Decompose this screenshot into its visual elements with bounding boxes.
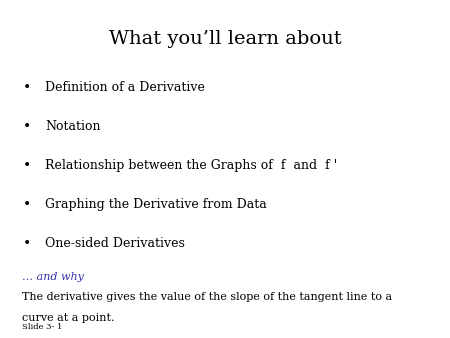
Text: •: •	[22, 198, 31, 212]
Text: Definition of a Derivative: Definition of a Derivative	[45, 81, 205, 94]
Text: •: •	[22, 237, 31, 250]
Text: •: •	[22, 120, 31, 134]
Text: Notation: Notation	[45, 120, 100, 133]
Text: Relationship between the Graphs of  f  and  f ': Relationship between the Graphs of f and…	[45, 159, 337, 172]
Text: •: •	[22, 81, 31, 95]
Text: •: •	[22, 159, 31, 173]
Text: The derivative gives the value of the slope of the tangent line to a: The derivative gives the value of the sl…	[22, 292, 392, 303]
Text: … and why: … and why	[22, 272, 85, 282]
Text: Graphing the Derivative from Data: Graphing the Derivative from Data	[45, 198, 267, 211]
Text: curve at a point.: curve at a point.	[22, 313, 115, 323]
Text: One-sided Derivatives: One-sided Derivatives	[45, 237, 185, 249]
Text: What you’ll learn about: What you’ll learn about	[109, 30, 341, 48]
Text: Slide 3- 1: Slide 3- 1	[22, 323, 63, 331]
